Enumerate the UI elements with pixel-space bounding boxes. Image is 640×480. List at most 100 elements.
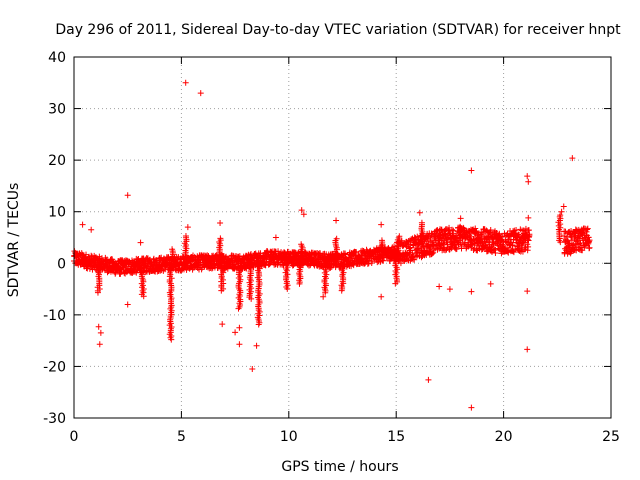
data-point	[235, 305, 242, 312]
outlier-point	[378, 221, 385, 228]
outlier-point	[219, 321, 226, 328]
data-point	[450, 227, 457, 234]
outlier-point	[468, 404, 475, 411]
outlier-point	[569, 155, 576, 162]
outlier-point	[446, 286, 453, 293]
outlier-point	[124, 192, 131, 199]
data-point	[516, 231, 523, 238]
data-point	[168, 336, 175, 343]
outlier-point	[79, 221, 86, 228]
data-point	[579, 247, 586, 254]
data-point	[260, 254, 267, 261]
y-tick-label: 30	[48, 102, 66, 118]
outlier-point	[487, 280, 494, 287]
data-point	[94, 289, 101, 296]
outlier-point	[253, 342, 260, 349]
x-tick-label: 0	[70, 429, 79, 445]
data-series	[71, 79, 593, 411]
outlier-point	[558, 208, 565, 215]
data-point	[333, 235, 340, 242]
data-point	[353, 249, 360, 256]
data-point	[473, 227, 480, 234]
outlier-point	[88, 226, 95, 233]
outlier-point	[425, 376, 432, 383]
y-axis-label: SDTVAR / TECUs	[6, 183, 22, 298]
outlier-point	[298, 207, 305, 214]
data-point	[298, 241, 305, 248]
outlier-point	[320, 293, 327, 300]
data-point	[418, 254, 425, 261]
data-point	[83, 251, 90, 258]
outlier-point	[468, 167, 475, 174]
data-point	[267, 260, 274, 267]
x-tick-label: 15	[387, 429, 405, 445]
outlier-point	[524, 346, 531, 353]
chart-title: Day 296 of 2011, Sidereal Day-to-day VTE…	[55, 22, 621, 38]
data-point	[284, 285, 291, 292]
outlier-point	[300, 211, 307, 218]
outlier-point	[468, 288, 475, 295]
data-point	[586, 244, 593, 251]
outlier-point	[457, 215, 464, 222]
y-tick-label: 40	[48, 50, 66, 66]
data-point	[418, 219, 425, 226]
data-point	[208, 265, 215, 272]
data-point	[496, 230, 503, 237]
data-point	[513, 227, 520, 234]
data-point	[397, 260, 404, 267]
data-point	[158, 254, 165, 261]
data-point	[369, 258, 376, 265]
data-point	[568, 237, 575, 244]
data-point	[525, 243, 532, 250]
outlier-point	[137, 239, 144, 246]
outlier-point	[95, 323, 102, 330]
data-point	[378, 237, 385, 244]
data-point	[296, 280, 303, 287]
outlier-point	[436, 283, 443, 290]
data-point	[428, 250, 435, 257]
data-point	[440, 240, 447, 247]
data-point	[396, 233, 403, 240]
data-point	[576, 240, 583, 247]
x-tick-label: 5	[177, 429, 186, 445]
data-point	[380, 257, 387, 264]
outlier-point	[124, 301, 131, 308]
outlier-point	[524, 173, 531, 180]
outlier-point	[272, 234, 279, 241]
data-point	[255, 321, 262, 328]
data-point	[169, 246, 176, 253]
outlier-point	[525, 214, 532, 221]
outlier-point	[232, 329, 239, 336]
data-point	[410, 253, 417, 260]
y-tick-label: 20	[48, 153, 66, 169]
y-tick-label: -20	[43, 359, 66, 375]
outlier-point	[217, 220, 224, 227]
data-point	[584, 225, 591, 232]
data-point	[218, 287, 225, 294]
data-point	[248, 295, 255, 302]
plot-frame	[73, 56, 612, 419]
outlier-point	[525, 178, 532, 185]
outlier-point	[184, 224, 191, 231]
data-point	[561, 233, 568, 240]
data-point	[408, 236, 415, 243]
outlier-point	[96, 341, 103, 348]
data-point	[492, 247, 499, 254]
outlier-point	[236, 341, 243, 348]
x-tick-label: 25	[602, 429, 620, 445]
data-point	[458, 225, 465, 232]
data-point	[430, 249, 437, 256]
data-point	[583, 226, 590, 233]
data-point	[338, 287, 345, 294]
data-point	[586, 237, 593, 244]
data-point	[431, 241, 438, 248]
data-point	[392, 280, 399, 287]
data-point	[449, 226, 456, 233]
data-point	[499, 233, 506, 240]
x-tick-label: 20	[495, 429, 513, 445]
outlier-point	[560, 203, 567, 210]
data-point	[510, 249, 517, 256]
data-point	[526, 231, 533, 238]
data-point	[557, 212, 564, 219]
